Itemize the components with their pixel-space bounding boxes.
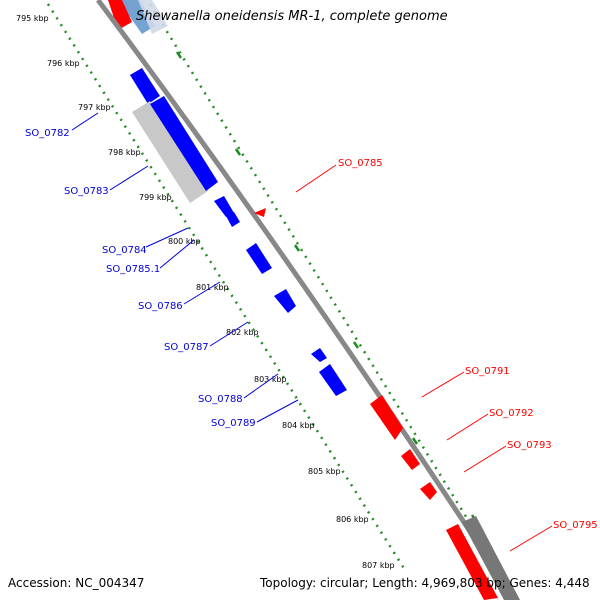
forward-gene-top[interactable] <box>108 0 132 30</box>
gene-label-SO_0795[interactable]: SO_0795 <box>553 520 598 531</box>
tick-label: 796 kbp <box>47 59 80 68</box>
gene-SO_0786[interactable] <box>246 243 272 274</box>
forward-gene-leaders <box>295 164 553 552</box>
chromosome-backbone <box>95 0 518 600</box>
gene-SO_0783-rna[interactable] <box>132 101 208 203</box>
topology-text: Topology: circular; Length: 4,969,803 bp… <box>259 576 590 590</box>
tick-label: 801 kbp <box>196 283 229 292</box>
outer-dotted-track <box>148 3 507 581</box>
gene-label-SO_0787[interactable]: SO_0787 <box>164 342 209 353</box>
gene-SO_0795[interactable] <box>446 524 498 600</box>
gene-SO_0784[interactable] <box>214 196 234 217</box>
forward-gene-labels: SO_0785 SO_0791 SO_0792 SO_0793 SO_0795 <box>338 158 598 531</box>
gene-label-SO_0783[interactable]: SO_0783 <box>64 186 109 197</box>
tick-label: 805 kbp <box>308 467 341 476</box>
kbp-tick-labels: 795 kbp 796 kbp 797 kbp 798 kbp 799 kbp … <box>16 14 395 570</box>
faded-gene-top[interactable] <box>118 0 155 34</box>
gene-label-SO_0791[interactable]: SO_0791 <box>465 366 510 377</box>
tick-label: 802 kbp <box>226 328 259 337</box>
gene-SO_0788[interactable] <box>311 348 327 362</box>
tick-label: 807 kbp <box>362 561 395 570</box>
gene-SO_0785[interactable] <box>254 208 266 217</box>
gene-SO_0783[interactable] <box>150 96 218 191</box>
tick-label: 799 kbp <box>139 193 172 202</box>
gene-label-SO_0789[interactable]: SO_0789 <box>211 418 256 429</box>
map-title: Shewanella oneidensis MR-1, complete gen… <box>136 9 448 24</box>
reverse-gene-labels: SO_0782 SO_0783 SO_0784 SO_0785.1 SO_078… <box>25 128 256 429</box>
tick-label: 800 kbp <box>168 237 201 246</box>
tick-label: 798 kbp <box>108 148 141 157</box>
forward-strand-genes <box>254 208 520 600</box>
tick-label: 795 kbp <box>16 14 49 23</box>
gene-SO_0793[interactable] <box>420 482 437 500</box>
gene-SO_0789[interactable] <box>319 364 347 396</box>
gene-label-SO_0793[interactable]: SO_0793 <box>507 440 552 451</box>
gene-label-SO_0784[interactable]: SO_0784 <box>102 245 147 256</box>
gene-label-SO_0785.1[interactable]: SO_0785.1 <box>106 264 160 275</box>
gene-label-SO_0782[interactable]: SO_0782 <box>25 128 70 139</box>
pseudo-gene-bottom[interactable] <box>462 516 520 600</box>
gene-SO_0785.1[interactable] <box>226 212 240 227</box>
reverse-gene-leaders <box>71 112 299 423</box>
tick-label: 797 kbp <box>78 103 111 112</box>
accession-text: Accession: NC_004347 <box>8 576 144 590</box>
reverse-strand-genes <box>130 68 347 396</box>
tick-label: 806 kbp <box>336 515 369 524</box>
gene-label-SO_0788[interactable]: SO_0788 <box>198 394 243 405</box>
gene-SO_0791[interactable] <box>370 395 403 440</box>
rna-gene-top[interactable] <box>138 0 168 34</box>
gene-label-SO_0785[interactable]: SO_0785 <box>338 158 383 169</box>
gene-label-SO_0786[interactable]: SO_0786 <box>138 301 183 312</box>
gene-label-SO_0792[interactable]: SO_0792 <box>489 408 534 419</box>
gene-SO_0782[interactable] <box>130 68 160 104</box>
gene-SO_0792[interactable] <box>401 449 420 470</box>
gene-SO_0787[interactable] <box>274 289 296 313</box>
tick-label: 804 kbp <box>282 421 315 430</box>
